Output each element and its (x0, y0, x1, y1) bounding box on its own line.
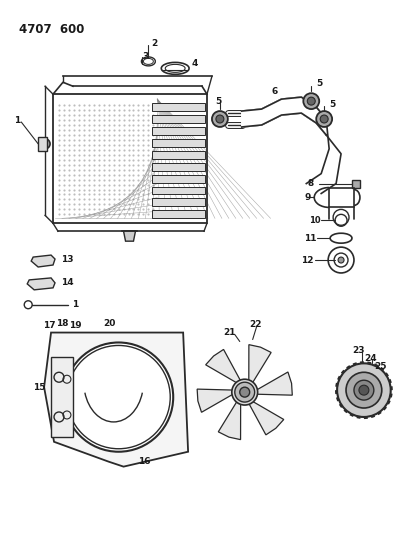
Text: 23: 23 (352, 346, 364, 355)
Polygon shape (124, 231, 135, 241)
Bar (352, 180, 360, 188)
Text: 10: 10 (309, 216, 321, 225)
Bar (152, 115, 205, 123)
Bar (152, 175, 205, 183)
Text: 22: 22 (250, 320, 262, 329)
Text: 4: 4 (191, 59, 197, 68)
Bar (152, 198, 205, 206)
Polygon shape (31, 255, 55, 267)
Circle shape (320, 115, 328, 123)
Circle shape (303, 93, 319, 109)
Bar (152, 139, 205, 147)
Circle shape (235, 382, 255, 402)
Circle shape (337, 364, 391, 417)
Bar (152, 187, 205, 195)
Text: 21: 21 (223, 328, 235, 337)
Text: 8: 8 (307, 179, 313, 188)
Polygon shape (257, 372, 292, 395)
Bar (329, 188, 354, 207)
Polygon shape (27, 278, 55, 290)
Bar (152, 163, 205, 171)
Circle shape (338, 257, 344, 263)
Bar (152, 103, 205, 111)
Polygon shape (249, 401, 284, 435)
Polygon shape (242, 97, 326, 135)
Bar (152, 211, 205, 219)
Bar (38, 137, 47, 151)
Text: 17: 17 (43, 321, 56, 330)
Polygon shape (218, 401, 241, 440)
Bar (152, 127, 205, 135)
Text: 7: 7 (303, 100, 310, 109)
Bar (53, 94, 207, 223)
Circle shape (346, 372, 382, 408)
Polygon shape (44, 333, 188, 466)
Text: 3: 3 (142, 52, 149, 61)
Circle shape (216, 115, 224, 123)
Polygon shape (306, 119, 341, 193)
Polygon shape (206, 350, 241, 383)
Text: 1: 1 (72, 300, 78, 309)
Text: 9: 9 (304, 193, 310, 202)
Text: 15: 15 (33, 383, 46, 392)
Text: 12: 12 (302, 255, 314, 264)
Circle shape (240, 387, 250, 397)
Text: 18: 18 (56, 319, 69, 328)
Bar (51, 358, 73, 437)
Text: 6: 6 (272, 87, 278, 96)
Text: 13: 13 (61, 255, 73, 263)
Text: 5: 5 (329, 100, 335, 109)
Circle shape (40, 139, 50, 149)
Circle shape (212, 111, 228, 127)
Circle shape (359, 385, 369, 395)
Circle shape (307, 97, 315, 105)
Text: 5: 5 (316, 79, 322, 88)
Text: 1: 1 (14, 117, 20, 125)
Circle shape (232, 379, 257, 405)
Circle shape (316, 111, 332, 127)
Text: 25: 25 (374, 362, 386, 371)
Polygon shape (197, 389, 233, 413)
Text: 2: 2 (151, 39, 157, 48)
Polygon shape (249, 345, 271, 383)
Text: 14: 14 (61, 278, 73, 287)
Text: 19: 19 (69, 321, 82, 330)
Text: 5: 5 (215, 96, 221, 106)
Text: 4707  600: 4707 600 (19, 23, 84, 36)
Text: 20: 20 (104, 319, 116, 328)
Bar (152, 151, 205, 159)
Text: 11: 11 (304, 233, 317, 243)
Circle shape (354, 380, 374, 400)
Text: 24: 24 (364, 354, 377, 363)
Circle shape (64, 343, 173, 452)
Text: 16: 16 (138, 457, 151, 466)
